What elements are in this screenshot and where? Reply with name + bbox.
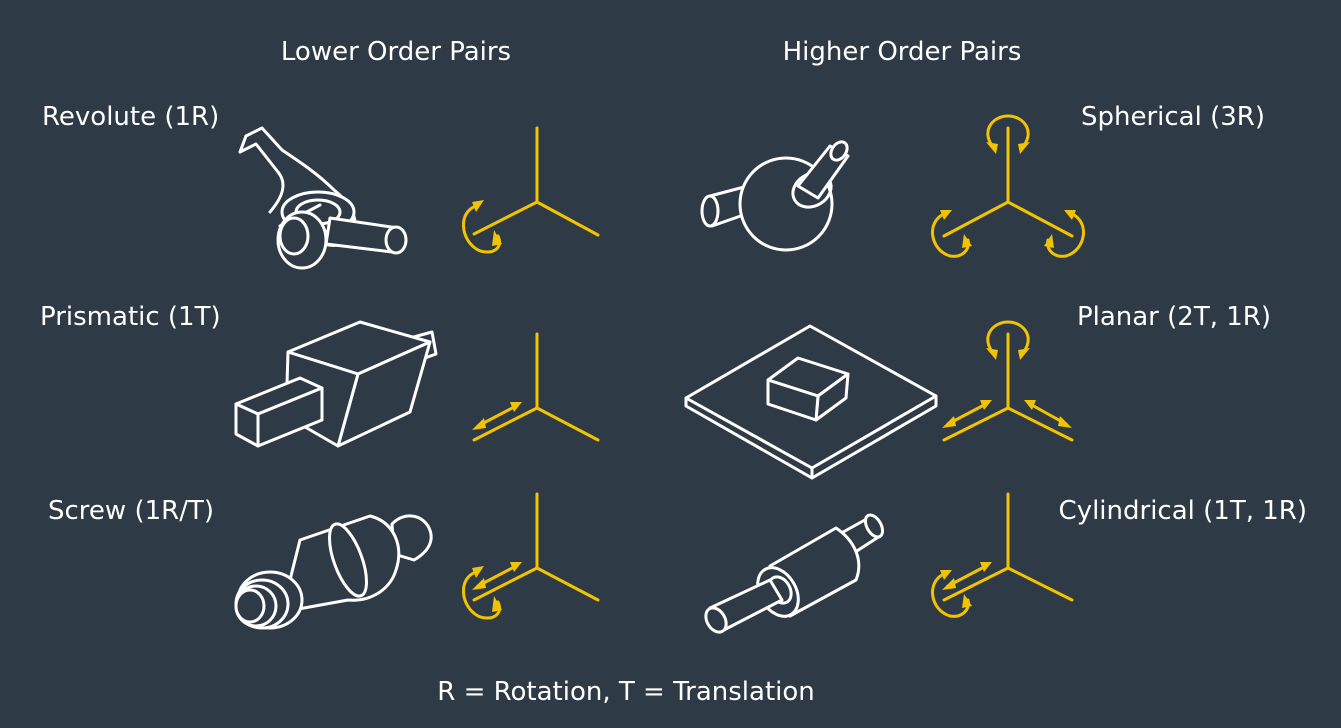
cylindrical-joint-icon xyxy=(704,513,885,634)
planar-label: Planar (2T, 1R) xyxy=(1076,302,1271,332)
prismatic-joint-icon xyxy=(234,320,438,448)
screw-label: Screw (1R/T) xyxy=(48,496,214,526)
prismatic-axis-icon xyxy=(472,332,600,442)
planar-joint-icon xyxy=(684,324,938,480)
cylindrical-axis-icon xyxy=(931,492,1074,618)
revolute-axis-icon xyxy=(462,126,600,254)
higher-order-pairs-heading: Higher Order Pairs xyxy=(782,37,1022,67)
spherical-label: Spherical (3R) xyxy=(1080,102,1265,132)
screw-joint-icon xyxy=(234,514,433,630)
spherical-axis-icon xyxy=(931,114,1085,258)
planar-axis-icon xyxy=(942,320,1074,442)
lower-order-pairs-heading: Lower Order Pairs xyxy=(280,37,512,67)
revolute-joint-icon xyxy=(238,126,408,270)
cylindrical-label: Cylindrical (1T, 1R) xyxy=(1058,496,1307,526)
screw-axis-icon xyxy=(462,492,600,620)
spherical-joint-icon xyxy=(700,140,850,252)
prismatic-label: Prismatic (1T) xyxy=(40,302,221,332)
legend-text: R = Rotation, T = Translation xyxy=(437,677,815,707)
revolute-label: Revolute (1R) xyxy=(42,102,220,132)
